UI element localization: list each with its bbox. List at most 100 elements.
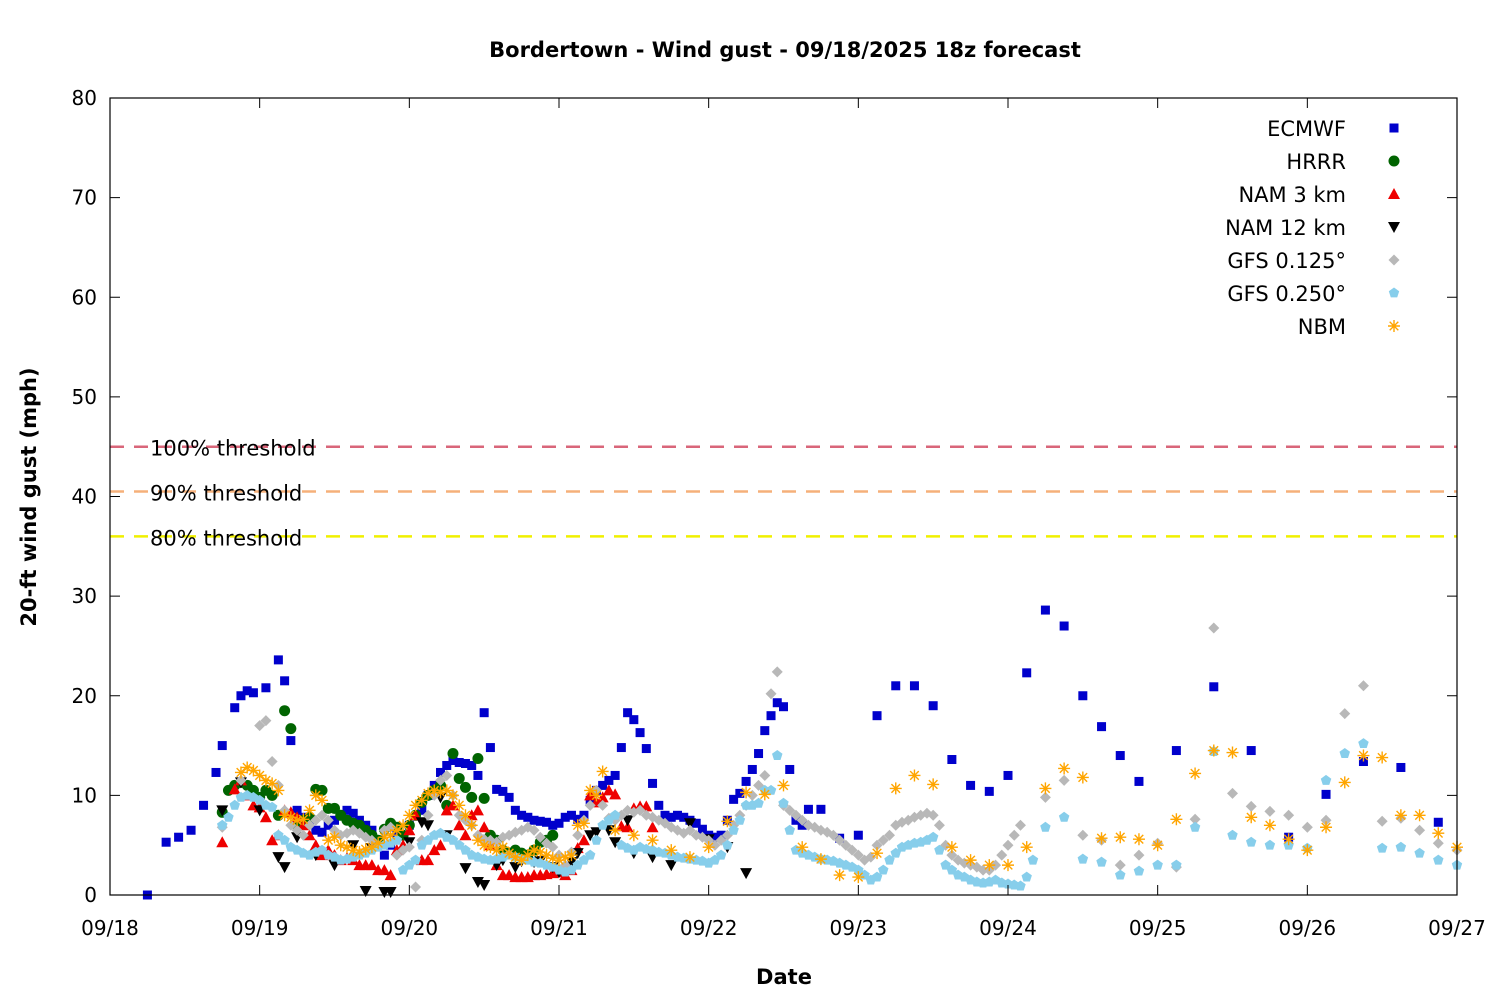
- data-point-nam-12-km: [459, 863, 472, 875]
- data-point-gfs-0-250: [410, 854, 421, 865]
- data-point-ecmwf: [317, 827, 327, 837]
- x-tick-label: 09/20: [381, 916, 439, 940]
- data-point-ecmwf: [691, 818, 701, 828]
- data-point-ecmwf: [211, 767, 221, 777]
- data-point-gfs-0-125: [1320, 814, 1332, 826]
- data-point-gfs-0-250: [1320, 774, 1332, 785]
- y-tick-label: 0: [84, 883, 97, 907]
- y-tick-label: 30: [72, 584, 97, 608]
- data-point-ecmwf: [660, 810, 670, 820]
- data-point-ecmwf: [523, 812, 533, 822]
- data-point-nbm: [347, 844, 360, 857]
- data-point-ecmwf: [672, 810, 682, 820]
- data-point-ecmwf: [604, 775, 614, 785]
- data-point-gfs-0-250: [1246, 836, 1257, 847]
- data-point-gfs-0-125: [391, 849, 403, 861]
- data-point-gfs-0-125: [634, 804, 646, 816]
- data-point-gfs-0-125: [709, 839, 721, 851]
- data-point-gfs-0-250: [722, 839, 733, 850]
- data-point-ecmwf: [342, 805, 352, 815]
- data-point-nbm: [515, 854, 528, 867]
- data-point-gfs-0-250: [1376, 842, 1388, 853]
- data-point-gfs-0-125: [422, 809, 434, 821]
- data-point-nbm: [490, 844, 503, 857]
- data-point-nam-3-km: [434, 839, 447, 851]
- data-point-ecmwf: [248, 688, 258, 698]
- data-point-nam-3-km: [602, 784, 615, 796]
- data-point-gfs-0-250: [254, 794, 265, 805]
- data-point-ecmwf: [1433, 817, 1443, 827]
- data-point-ecmwf: [479, 708, 489, 718]
- data-point-nbm: [627, 829, 640, 842]
- data-point-ecmwf: [735, 788, 745, 798]
- data-point-ecmwf: [348, 808, 358, 818]
- data-point-nam-3-km: [471, 804, 484, 816]
- data-point-gfs-0-125: [827, 829, 839, 841]
- data-point-ecmwf: [230, 703, 240, 713]
- data-point-ecmwf: [766, 711, 776, 721]
- data-point-ecmwf: [947, 755, 957, 765]
- y-tick-label: 40: [72, 485, 97, 509]
- x-tick-label: 09/25: [1129, 916, 1187, 940]
- data-point-ecmwf: [261, 683, 271, 693]
- data-point-nam-3-km: [216, 836, 229, 848]
- data-point-gfs-0-125: [547, 841, 559, 853]
- data-point-gfs-0-250: [273, 829, 284, 840]
- data-point-gfs-0-250: [871, 871, 883, 882]
- data-point-ecmwf: [467, 760, 477, 770]
- data-point-ecmwf: [697, 824, 707, 834]
- data-point-ecmwf: [729, 794, 739, 804]
- data-point-ecmwf: [161, 837, 171, 847]
- data-point-nbm: [1189, 767, 1202, 780]
- data-point-gfs-0-125: [1039, 791, 1051, 803]
- data-point-nbm: [1170, 813, 1183, 826]
- data-point-nbm: [1413, 809, 1426, 822]
- data-point-ecmwf: [772, 698, 782, 708]
- data-point-nbm: [272, 784, 285, 797]
- legend-marker-ecmwf: [1389, 123, 1399, 133]
- data-point-nbm: [503, 847, 516, 860]
- data-point-ecmwf: [891, 681, 901, 691]
- data-point-nbm: [278, 809, 291, 822]
- data-point-nbm: [596, 765, 609, 778]
- data-point-gfs-0-250: [217, 819, 228, 830]
- data-point-hrrr: [316, 784, 328, 796]
- data-point-ecmwf: [816, 804, 826, 814]
- data-point-ecmwf: [853, 830, 863, 840]
- y-tick-label: 50: [72, 385, 97, 409]
- data-point-gfs-0-250: [1152, 859, 1163, 870]
- data-point-hrrr: [466, 791, 478, 803]
- data-point-nbm: [1432, 827, 1445, 840]
- data-points: [142, 605, 1463, 900]
- data-point-ecmwf: [473, 770, 483, 780]
- data-point-gfs-0-250: [591, 834, 602, 845]
- data-point-hrrr: [453, 772, 465, 784]
- x-tick-label: 09/22: [680, 916, 738, 940]
- data-point-gfs-0-125: [572, 829, 584, 841]
- data-point-gfs-0-125: [1283, 809, 1295, 821]
- data-point-nam-3-km: [422, 854, 435, 866]
- data-point-nam-12-km: [584, 830, 597, 842]
- data-point-ecmwf: [1321, 789, 1331, 799]
- legend-label-hrrr: HRRR: [1286, 150, 1346, 174]
- data-point-nbm: [303, 804, 316, 817]
- data-point-nam-3-km: [384, 869, 397, 881]
- data-point-nam-3-km: [453, 819, 466, 831]
- data-point-nam-3-km: [365, 859, 378, 871]
- data-point-gfs-0-250: [946, 864, 958, 875]
- data-point-nbm: [434, 786, 447, 799]
- data-point-gfs-0-125: [933, 819, 945, 831]
- data-point-nam-12-km: [272, 852, 285, 864]
- data-point-nbm: [702, 841, 715, 854]
- data-point-nam-12-km: [683, 818, 696, 830]
- legend-label-gfs-0-250: GFS 0.250°: [1227, 282, 1346, 306]
- data-point-ecmwf: [517, 810, 527, 820]
- data-point-nam-12-km: [422, 820, 435, 832]
- data-point-ecmwf: [379, 850, 389, 860]
- data-point-ecmwf: [641, 744, 651, 754]
- data-point-nbm: [378, 831, 391, 844]
- data-point-nam-3-km: [609, 788, 622, 800]
- data-point-ecmwf: [654, 800, 664, 810]
- data-point-ecmwf: [747, 764, 757, 774]
- data-point-ecmwf: [242, 686, 252, 696]
